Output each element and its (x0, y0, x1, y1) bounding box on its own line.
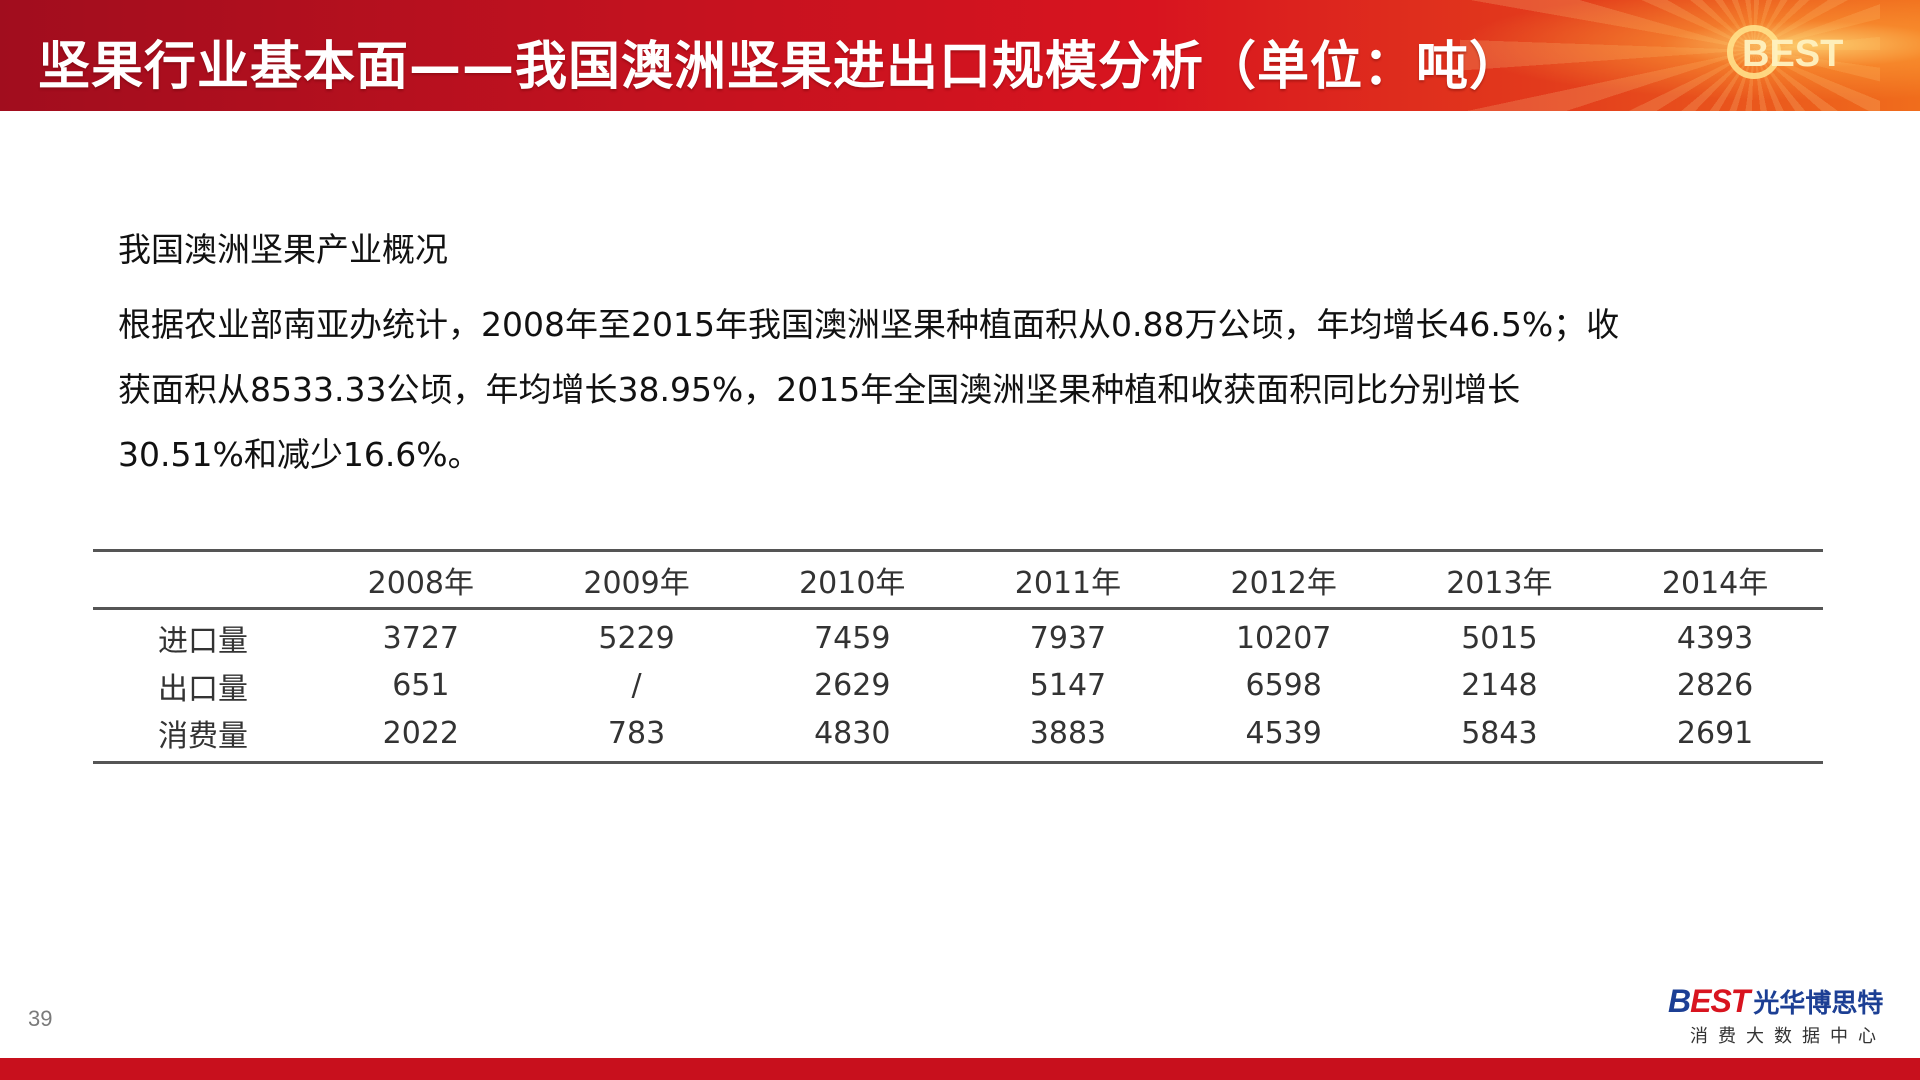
intro-heading: 我国澳洲坚果产业概况 (118, 230, 448, 269)
table-cell: 5147 (1029, 668, 1107, 703)
table-cell: 3727 (382, 620, 460, 656)
table-cell: 10207 (1235, 620, 1332, 656)
table-cell: 2691 (1676, 715, 1754, 751)
table-row: 消费量 2022 783 4830 3883 4539 5843 2691 (93, 711, 1823, 763)
page-title: 坚果行业基本面——我国澳洲坚果进出口规模分析（单位：吨） (38, 37, 1523, 97)
best-logo-icon: BEST (1727, 25, 1843, 79)
table-cell: 4539 (1245, 715, 1322, 751)
year-header: 2008年 (367, 565, 475, 601)
bottom-bar (0, 1058, 1920, 1080)
table-header-row: 2008年 2009年 2010年 2011年 2012年 2013年 2014… (93, 550, 1823, 609)
intro-line: 30.51%和减少16.6%。 (118, 435, 481, 474)
intro-line: 根据农业部南亚办统计，2008年至2015年我国澳洲坚果种植面积从0.88万公顷… (118, 305, 1620, 344)
table-cell: 5229 (598, 620, 675, 656)
table-cell: 4393 (1676, 620, 1754, 656)
table-row: 出口量 651 / 2629 5147 6598 2148 2826 (93, 660, 1823, 711)
table-row: 进口量 3727 5229 7459 7937 10207 5015 4393 (93, 609, 1823, 661)
table-cell: 3883 (1029, 715, 1107, 751)
table-cell: 651 (392, 668, 450, 703)
intro-section: 我国澳洲坚果产业概况 根据农业部南亚办统计，2008年至2015年我国澳洲坚果种… (118, 228, 1758, 487)
header-banner: 坚果行业基本面——我国澳洲坚果进出口规模分析（单位：吨） BEST (0, 0, 1920, 111)
table-corner-cell (93, 551, 313, 609)
brand-mark-b: B (1668, 982, 1691, 1019)
year-header: 2009年 (583, 565, 690, 601)
year-header: 2013年 (1446, 565, 1553, 601)
table-cell: 2022 (382, 715, 460, 751)
row-label: 出口量 (158, 671, 248, 707)
footer-brand-logo: BEST 光华博思特 消费大数据中心 (1668, 982, 1908, 1052)
best-logo-icon: BEST (1668, 982, 1750, 1020)
table-cell: 6598 (1245, 668, 1322, 703)
table-cell: 2148 (1461, 668, 1538, 703)
year-header: 2012年 (1230, 565, 1337, 601)
intro-body: 根据农业部南亚办统计，2008年至2015年我国澳洲坚果种植面积从0.88万公顷… (118, 292, 1758, 487)
intro-line: 获面积从8533.33公顷，年均增长38.95%，2015年全国澳洲坚果种植和收… (118, 370, 1521, 409)
row-label: 消费量 (158, 719, 248, 754)
table-cell: 783 (607, 715, 666, 751)
best-logo-text: BEST (1742, 33, 1843, 75)
brand-subtitle: 消费大数据中心 (1690, 1026, 1886, 1047)
table-cell: 4830 (814, 715, 891, 751)
table-cell: 7937 (1029, 620, 1107, 656)
row-label: 进口量 (158, 624, 248, 659)
table-cell: / (631, 668, 642, 703)
brand-mark-rest: EST (1690, 982, 1750, 1019)
header-glow-decoration (1400, 0, 1920, 111)
year-header: 2014年 (1661, 565, 1769, 601)
table-cell: 5015 (1461, 620, 1538, 656)
page-number: 39 (28, 1006, 53, 1031)
brand-name: 光华博思特 (1753, 988, 1884, 1019)
table-cell: 7459 (814, 620, 891, 656)
brand-line: BEST 光华博思特 (1668, 982, 1908, 1020)
year-header: 2011年 (1014, 565, 1122, 601)
table-cell: 2826 (1676, 668, 1754, 703)
table-cell: 2629 (814, 668, 891, 703)
year-header: 2010年 (799, 565, 906, 601)
table-cell: 5843 (1461, 715, 1538, 751)
trade-volume-table: 2008年 2009年 2010年 2011年 2012年 2013年 2014… (93, 549, 1823, 764)
